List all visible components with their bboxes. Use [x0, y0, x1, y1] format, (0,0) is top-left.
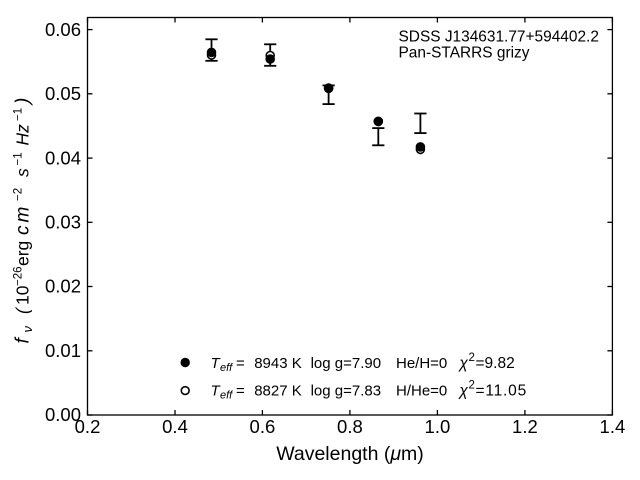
svg-text:0.03: 0.03 — [45, 212, 81, 233]
svg-text:1.0: 1.0 — [425, 416, 451, 437]
svg-text:0.8: 0.8 — [337, 416, 363, 437]
svg-text:SDSS J134631.77+594402.2: SDSS J134631.77+594402.2 — [399, 29, 599, 46]
svg-text:0.01: 0.01 — [45, 340, 81, 361]
svg-text:fν(10−26ergcm−2s−1Hz−1): fν(10−26ergcm−2s−1Hz−1) — [13, 98, 36, 344]
svg-text:0.06: 0.06 — [45, 19, 81, 40]
svg-text:1.2: 1.2 — [512, 416, 538, 437]
svg-text:Wavelength (μm): Wavelength (μm) — [276, 443, 424, 465]
svg-text:1.4: 1.4 — [600, 416, 626, 437]
svg-text:0.4: 0.4 — [162, 416, 188, 437]
svg-text:0.04: 0.04 — [45, 147, 81, 168]
svg-text:0.2: 0.2 — [75, 416, 101, 437]
svg-text:0.6: 0.6 — [250, 416, 276, 437]
svg-text:0.05: 0.05 — [45, 83, 81, 104]
svg-text:0.00: 0.00 — [45, 404, 81, 425]
svg-text:Pan-STARRS grizy: Pan-STARRS grizy — [399, 44, 530, 61]
svg-text:0.02: 0.02 — [45, 276, 81, 297]
